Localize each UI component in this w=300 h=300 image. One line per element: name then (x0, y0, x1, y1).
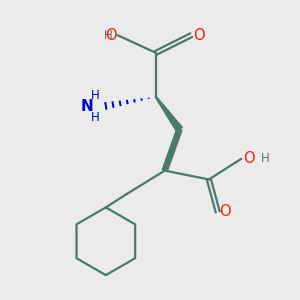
Text: H: H (91, 89, 100, 102)
Text: O: O (193, 28, 204, 43)
Text: N: N (81, 99, 94, 114)
Text: H: H (260, 152, 269, 165)
Text: O: O (243, 151, 254, 166)
Text: O: O (219, 204, 231, 219)
Text: H: H (103, 29, 112, 42)
Text: H: H (91, 111, 100, 124)
Text: O: O (105, 28, 117, 43)
Polygon shape (155, 97, 182, 131)
Polygon shape (162, 128, 182, 172)
